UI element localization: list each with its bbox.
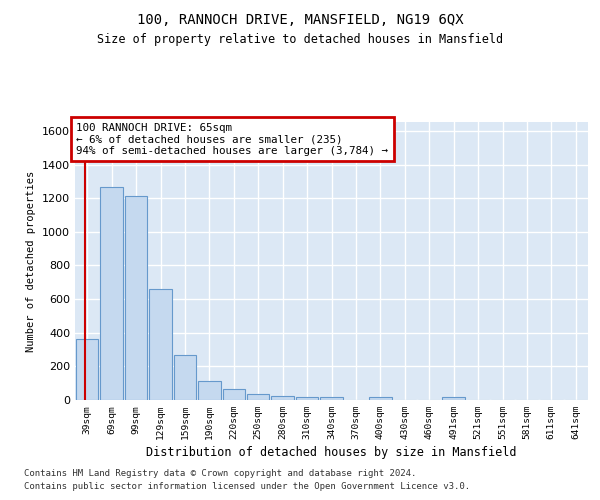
Bar bbox=[271, 396, 294, 400]
X-axis label: Distribution of detached houses by size in Mansfield: Distribution of detached houses by size … bbox=[146, 446, 517, 460]
Bar bbox=[223, 388, 245, 400]
Bar bbox=[149, 289, 172, 400]
Text: Contains HM Land Registry data © Crown copyright and database right 2024.: Contains HM Land Registry data © Crown c… bbox=[24, 468, 416, 477]
Bar bbox=[247, 394, 269, 400]
Bar bbox=[296, 398, 319, 400]
Y-axis label: Number of detached properties: Number of detached properties bbox=[26, 170, 37, 352]
Bar bbox=[442, 397, 465, 400]
Bar bbox=[320, 398, 343, 400]
Bar bbox=[76, 340, 98, 400]
Bar bbox=[100, 187, 123, 400]
Bar bbox=[173, 356, 196, 400]
Text: 100 RANNOCH DRIVE: 65sqm
← 6% of detached houses are smaller (235)
94% of semi-d: 100 RANNOCH DRIVE: 65sqm ← 6% of detache… bbox=[76, 122, 388, 156]
Text: 100, RANNOCH DRIVE, MANSFIELD, NG19 6QX: 100, RANNOCH DRIVE, MANSFIELD, NG19 6QX bbox=[137, 12, 463, 26]
Text: Size of property relative to detached houses in Mansfield: Size of property relative to detached ho… bbox=[97, 32, 503, 46]
Bar bbox=[125, 196, 148, 400]
Bar bbox=[198, 380, 221, 400]
Bar bbox=[369, 398, 392, 400]
Text: Contains public sector information licensed under the Open Government Licence v3: Contains public sector information licen… bbox=[24, 482, 470, 491]
